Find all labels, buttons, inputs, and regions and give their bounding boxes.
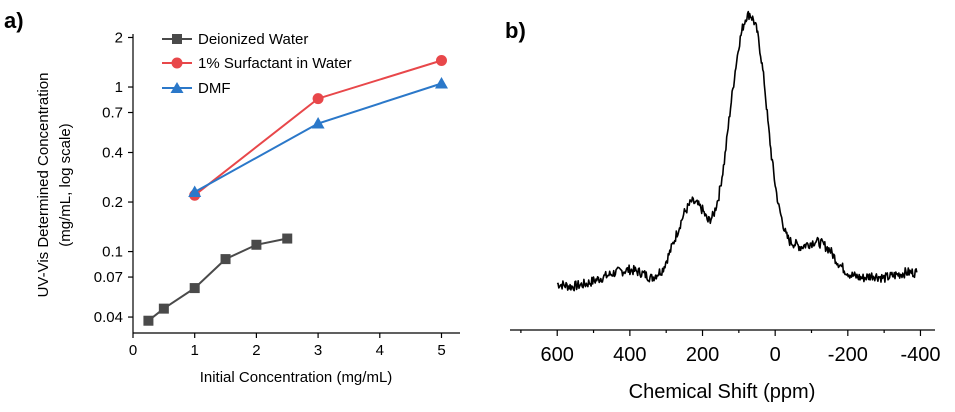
panel-a-x-tick-label: 0 xyxy=(129,342,137,359)
panel-a-y-tick-label: 0.04 xyxy=(94,309,123,326)
panel-a-x-tick-label: 5 xyxy=(437,342,445,359)
panel-a-point xyxy=(189,283,200,294)
panel-a-y-tick-label: 0.07 xyxy=(94,269,123,286)
panel-a-point xyxy=(251,239,262,250)
panel-a-point xyxy=(188,185,202,198)
panel-a-x-label: Initial Concentration (mg/mL) xyxy=(200,369,393,386)
panel-a-point xyxy=(311,117,325,129)
panel-b-x-tick-label: -200 xyxy=(828,344,868,366)
panel-a-x-tick-label: 1 xyxy=(191,342,199,359)
panel-a-point xyxy=(282,233,293,244)
panel-b-spectrum-line xyxy=(556,10,918,292)
panel-b-x-tick-label: 400 xyxy=(613,344,646,366)
panel-a-point xyxy=(158,303,169,314)
panel-a-point xyxy=(143,315,154,326)
panel-a-y-tick-label: 0.1 xyxy=(102,244,123,261)
panel-a-y-ticks: 0.04 0.07 0.1 0.2 0.4 0.7 1 2 xyxy=(94,29,133,326)
panel-a-series xyxy=(143,54,448,326)
legend-label-deionized-water: Deionized Water xyxy=(198,31,308,48)
legend-label-dmf: DMF xyxy=(198,80,231,97)
legend-marker-surfactant xyxy=(171,57,183,69)
panel-b-x-tick-label: -400 xyxy=(900,344,940,366)
panel-a-point xyxy=(434,77,448,89)
panel-a-chart: 0 1 2 3 4 5 0.04 0.07 0.1 0.2 0.4 0.7 1 2 Initial Co… xyxy=(35,29,460,386)
panel-a-x-tick-label: 2 xyxy=(252,342,260,359)
panel-a-point xyxy=(312,93,324,105)
panel-a-x-tick-label: 4 xyxy=(376,342,384,359)
legend: Deionized Water 1% Surfactant in Water D… xyxy=(162,31,352,97)
panel-b-label: b) xyxy=(505,18,526,43)
panel-a-y-tick-label: 0.4 xyxy=(102,145,123,162)
panel-b-series xyxy=(556,10,918,292)
panel-a-point xyxy=(220,254,231,265)
panel-a-series-line-0 xyxy=(147,237,288,322)
panel-a-y-label-line2: (mg/mL, log scale) xyxy=(57,123,74,246)
panel-a-x-tick-label: 3 xyxy=(314,342,322,359)
panel-a-y-tick-label: 0.2 xyxy=(102,194,123,211)
legend-marker-dmf xyxy=(170,82,184,93)
panel-a-y-tick-label: 1 xyxy=(115,79,123,96)
panel-b-x-tick-label: 200 xyxy=(686,344,719,366)
panel-a-y-label-line1: UV-Vis Determined Concentration xyxy=(35,73,52,298)
legend-marker-deionized-water xyxy=(172,34,182,44)
panel-b-x-tick-label: 600 xyxy=(541,344,574,366)
panel-b-x-label: Chemical Shift (ppm) xyxy=(629,381,816,403)
panel-a-y-tick-label: 0.7 xyxy=(102,105,123,122)
panel-a-point xyxy=(435,54,447,66)
panel-b-chart: 600 400 200 0 -200 -400 Chemical Shift (ppm) xyxy=(510,10,940,403)
panel-b-x-tick-label: 0 xyxy=(770,344,781,366)
panel-a-label: a) xyxy=(4,8,24,33)
legend-label-surfactant: 1% Surfactant in Water xyxy=(198,55,352,72)
panel-a-x-ticks: 0 1 2 3 4 5 xyxy=(129,333,446,359)
panel-a-y-tick-label: 2 xyxy=(115,29,123,46)
panel-b-x-ticks: 600 400 200 0 -200 -400 xyxy=(520,330,940,366)
